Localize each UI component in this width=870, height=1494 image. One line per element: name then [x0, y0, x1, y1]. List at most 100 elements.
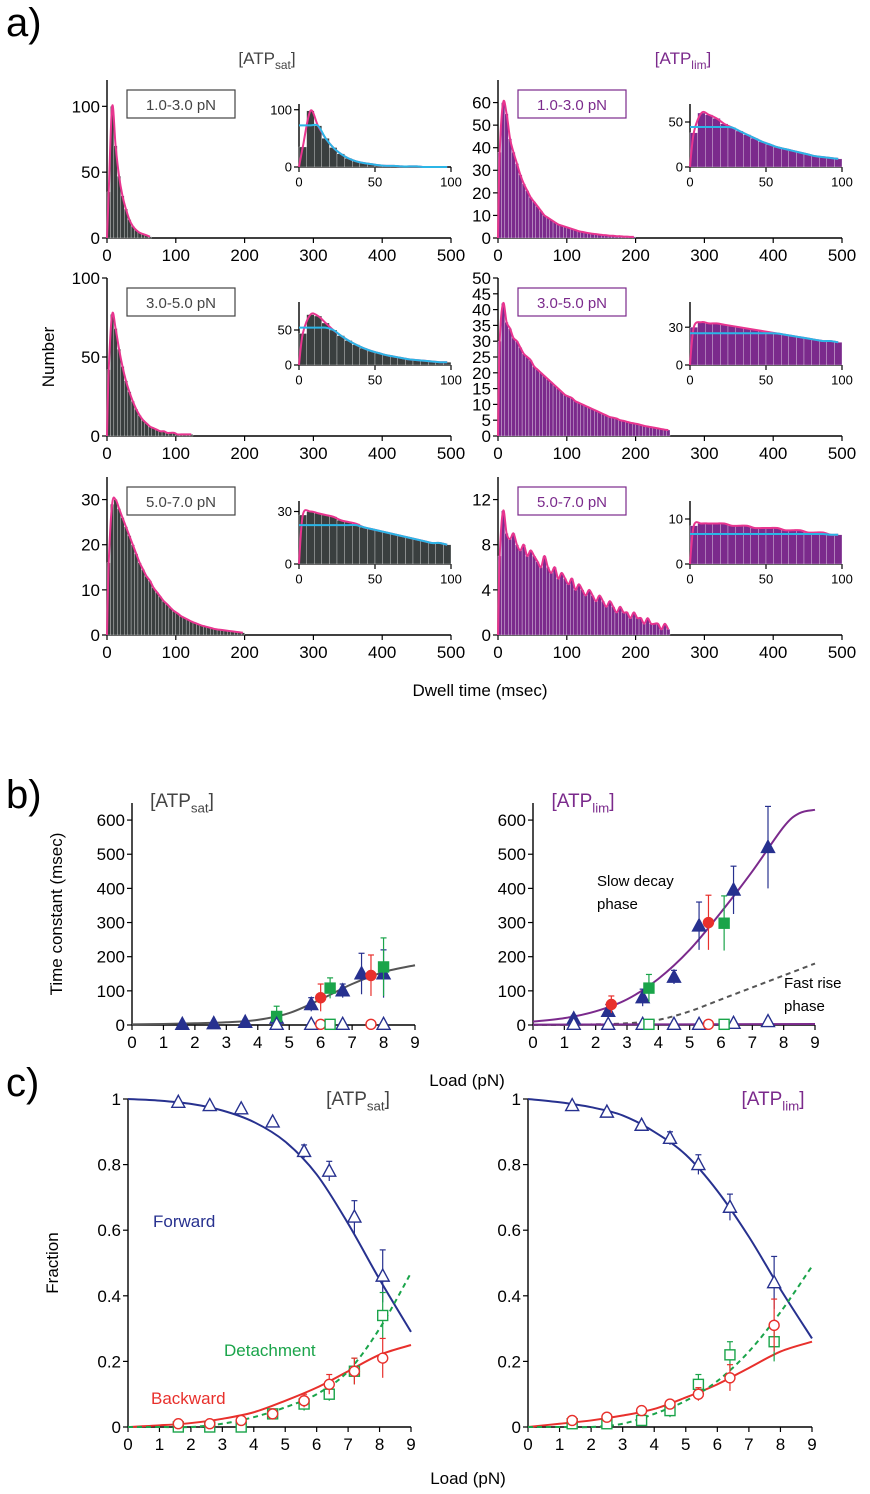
data-point-square [377, 1309, 389, 1322]
x-tick-label: 300 [299, 444, 327, 463]
histogram-bar [788, 335, 797, 366]
data-point-triangle [662, 1129, 678, 1145]
histogram-bar [165, 604, 170, 636]
y-tick-label: 12 [472, 491, 491, 510]
histogram-bar [834, 342, 843, 366]
histogram-bar [705, 114, 713, 168]
data-point-triangle [335, 982, 351, 997]
histogram-bar [556, 388, 561, 437]
x-tick-label: 5 [284, 1033, 293, 1052]
data-point-square [724, 1349, 736, 1361]
histogram-bar [435, 542, 444, 565]
x-tick-label: 100 [162, 444, 190, 463]
y-tick-label: 0.6 [497, 1221, 521, 1240]
histogram-bar [765, 144, 774, 168]
column-header: [ATPsat] [326, 1089, 390, 1113]
histogram-bar [750, 138, 759, 168]
histogram-bar [618, 606, 622, 636]
histogram-bar [382, 532, 391, 565]
histogram-bar [834, 534, 843, 565]
data-point-triangle [566, 1015, 582, 1031]
histogram-bar [720, 324, 729, 366]
histogram-bar [546, 217, 550, 239]
x-tick-label: 3 [222, 1033, 231, 1052]
annotation-fast-rise-phase: phase [784, 998, 825, 1015]
inset-exponential-curve [689, 532, 839, 536]
x-tick-label: 0 [686, 174, 693, 189]
histogram-bar [532, 201, 536, 239]
x-tick-label: 500 [437, 444, 465, 463]
x-tick-label: 100 [553, 444, 581, 463]
histogram-bar [528, 197, 533, 239]
histogram-bar [621, 420, 626, 437]
histogram-bar [199, 625, 204, 636]
histogram-bar [645, 426, 650, 437]
histogram-bar [773, 333, 782, 366]
column-header: [ATPsat] [150, 791, 214, 815]
a-ylabel: Number [39, 326, 58, 387]
force-range-label: 1.0-3.0 pN [146, 97, 216, 114]
x-tick-label: 8 [375, 1435, 384, 1454]
y-tick-label: 40 [472, 139, 491, 158]
x-tick-label: 6 [716, 1033, 725, 1052]
x-tick-label: 1 [555, 1435, 564, 1454]
histogram-bar [628, 422, 633, 437]
histogram-bar [359, 527, 368, 565]
histogram-bar [179, 615, 183, 636]
histogram-bar [811, 532, 820, 565]
x-tick-label: 4 [654, 1033, 663, 1052]
x-tick-label: 500 [828, 643, 856, 662]
histogram-bar [158, 596, 163, 636]
force-range-box [126, 89, 236, 119]
c-x-axis-label: Load (pN) [430, 1469, 506, 1488]
y-tick-label: 400 [97, 879, 125, 898]
force-range-box [517, 486, 627, 516]
y-tick-label: 100 [498, 982, 526, 1001]
scatter-c-sat: 0 1 2 3 4 5 6 7 8 9 0 0.2 0.4 0.6 0.8 1 [ATPsat] Fraction… [43, 1089, 416, 1454]
histogram-bar [515, 544, 519, 636]
histogram-lim-1: 0 100 200 300 400 500051015202530354045503.0-… [472, 269, 856, 463]
column-header: [ATPlim] [551, 791, 614, 815]
histogram-bar [412, 539, 421, 565]
y-axis-label: Time constant (msec) [47, 833, 66, 996]
inset-histogram: 0 50 100 0 50 [278, 302, 462, 387]
x-tick-label: 50 [759, 174, 773, 189]
y-tick-label: 45 [472, 285, 491, 304]
x-tick-label: 1 [560, 1033, 569, 1052]
b-x-axis-label: Load (pN) [429, 1071, 505, 1090]
histogram-bar [515, 163, 519, 239]
x-tick-label: 100 [162, 643, 190, 662]
force-range-box [126, 486, 236, 516]
histogram-bar [604, 415, 609, 437]
histogram-bar [374, 530, 383, 565]
histogram-bar [611, 417, 616, 437]
y-tick-label: 30 [472, 332, 491, 351]
histogram-bar [601, 413, 605, 437]
x-tick-label: 0 [123, 1435, 132, 1454]
inset-exponential-curve [299, 523, 448, 546]
histogram-bar [535, 369, 540, 437]
column-header: [ATPlim] [655, 49, 711, 72]
histogram-bar [127, 391, 132, 437]
x-tick-label: 7 [744, 1435, 753, 1454]
x-tick-label: 100 [440, 571, 462, 586]
x-tick-label: 0 [686, 571, 693, 586]
histogram-bar [826, 340, 835, 366]
histogram-bar [559, 391, 564, 437]
histogram-bar [329, 516, 338, 565]
data-point-circle [702, 916, 715, 929]
histogram-bar [124, 380, 128, 437]
histogram-sat-1: 0 100 200 300 400 500 0 50 100 3.0-5.0 pN 0 50 100 0 5… [72, 269, 466, 463]
x-tick-label: 0 [493, 643, 502, 662]
histogram-bar [803, 532, 812, 565]
data-point-triangle [233, 1100, 249, 1115]
histogram-bar [788, 530, 797, 565]
histogram-bar [511, 337, 516, 437]
fit-curve [106, 496, 244, 636]
histogram-bar [607, 416, 612, 437]
inset-fit-curve [689, 521, 839, 565]
y-tick-label: 0 [676, 160, 683, 175]
histogram-bar [652, 623, 657, 636]
x-tick-label: 200 [230, 444, 258, 463]
